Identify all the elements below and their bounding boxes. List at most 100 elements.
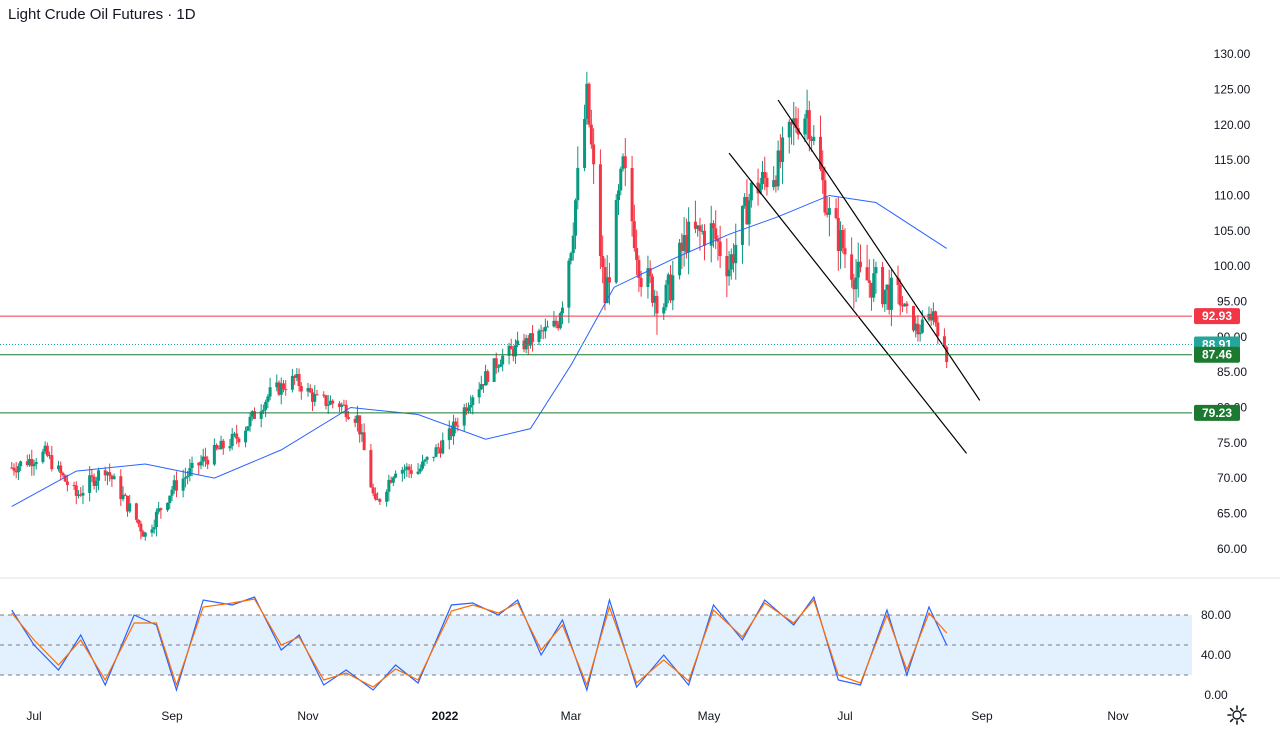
candle-body: [648, 268, 652, 277]
candle-body: [792, 118, 796, 125]
candle-body: [484, 371, 488, 386]
candle-body: [244, 430, 248, 443]
candle-body: [507, 345, 511, 356]
y-tick-label: 125.00: [1214, 82, 1251, 96]
candle-body: [650, 276, 654, 303]
candle-body: [313, 394, 317, 402]
candle-body: [277, 382, 281, 395]
candle-body: [934, 311, 938, 323]
candle-body: [541, 330, 545, 332]
x-tick-label: Jul: [26, 709, 41, 723]
candle-body: [765, 177, 769, 188]
candle-body: [447, 428, 451, 441]
candle-body: [543, 326, 547, 332]
y-tick-label: 75.00: [1217, 436, 1247, 450]
candle-body: [827, 208, 831, 215]
candle-body: [709, 223, 713, 246]
candle-body: [601, 256, 605, 268]
support-price-tag: [1194, 404, 1240, 421]
candle-body: [342, 404, 346, 406]
candle-body: [362, 432, 366, 451]
candle-body: [716, 239, 720, 242]
candle-body: [524, 338, 528, 350]
candle-body: [574, 200, 578, 236]
candle-body: [81, 492, 85, 496]
candle-body: [228, 446, 232, 449]
candle-body: [186, 475, 190, 478]
candle-body: [432, 456, 436, 458]
candle-body: [818, 136, 822, 170]
candle-body: [477, 389, 481, 398]
candle-body: [942, 336, 946, 347]
candle-body: [740, 205, 744, 245]
candle-body: [858, 261, 862, 268]
candle-body: [718, 241, 722, 256]
candle-body: [903, 303, 907, 307]
candle-body: [94, 480, 98, 486]
candle-body: [441, 440, 445, 454]
candle-body: [881, 267, 885, 305]
candle-body: [558, 313, 562, 329]
candle-body: [266, 396, 270, 402]
resistance-price-tag-label: 92.93: [1202, 309, 1232, 323]
osc-y-tick-label: 40.00: [1201, 648, 1231, 662]
x-tick-label: Sep: [971, 709, 993, 723]
candle-body: [331, 400, 335, 404]
candle-body: [449, 428, 453, 437]
candle-body: [513, 345, 517, 357]
x-tick-label: May: [698, 709, 721, 723]
candle-body: [391, 477, 395, 483]
candle-body: [912, 305, 915, 331]
candle-body: [607, 277, 611, 283]
candle-body: [834, 208, 838, 218]
candle-body: [174, 480, 178, 491]
candle-body: [297, 374, 301, 387]
candle-body: [166, 502, 170, 511]
gear-icon[interactable]: [1226, 704, 1248, 726]
candle-body: [810, 139, 814, 141]
candle-body: [680, 242, 684, 251]
y-tick-label: 60.00: [1217, 542, 1247, 556]
candle-body: [603, 267, 607, 304]
candle-body: [839, 229, 843, 252]
candle-body: [655, 295, 659, 314]
y-tick-label: 95.00: [1217, 294, 1247, 308]
candle-body: [97, 470, 101, 481]
y-tick-label: 65.00: [1217, 506, 1247, 520]
candle-body: [469, 405, 473, 408]
candle-body: [28, 459, 32, 466]
candle-body: [369, 450, 373, 488]
candle-body: [261, 409, 265, 412]
candle-body: [232, 433, 236, 435]
candle-body: [841, 229, 845, 249]
candle-body: [653, 295, 657, 303]
candle-body: [605, 277, 609, 304]
candle-body: [598, 164, 602, 257]
candle-body: [905, 303, 909, 306]
candle-body: [389, 479, 393, 483]
candle-body: [854, 277, 858, 290]
candle-body: [662, 307, 666, 314]
x-tick-label: Sep: [161, 709, 183, 723]
candle-body: [587, 83, 591, 125]
candle-body: [295, 374, 299, 378]
candle-body: [776, 150, 780, 187]
candle-body: [885, 284, 889, 290]
candle-body: [727, 269, 731, 277]
candle-body: [230, 433, 234, 447]
candle-body: [121, 494, 125, 500]
candle-body: [761, 171, 765, 185]
candle-body: [340, 404, 344, 407]
candle-body: [306, 388, 310, 392]
candle-body: [141, 531, 145, 537]
candle-body: [56, 465, 60, 470]
candle-body: [183, 477, 187, 479]
y-tick-label: 115.00: [1214, 153, 1250, 167]
candle-body: [526, 338, 530, 346]
candle-body: [639, 277, 643, 287]
candle-body: [632, 221, 636, 249]
candle-body: [219, 440, 223, 450]
candle-body: [197, 462, 201, 466]
candle-body: [671, 275, 675, 301]
